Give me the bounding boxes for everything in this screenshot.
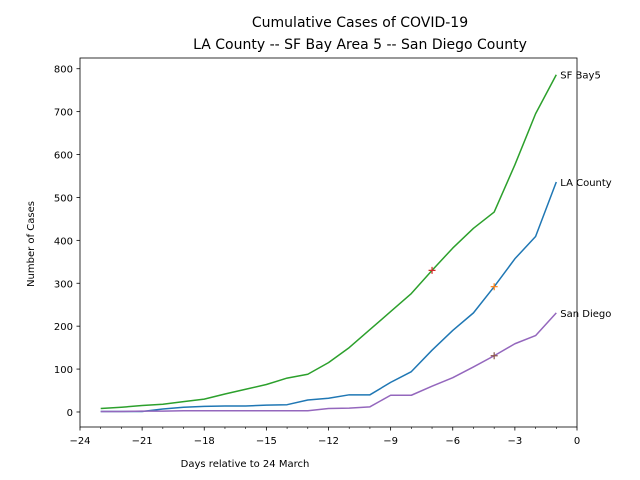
axes-frame bbox=[79, 57, 578, 428]
chart-subtitle: LA County -- SF Bay Area 5 -- San Diego … bbox=[193, 37, 527, 53]
x-axis-label: Days relative to 24 March bbox=[181, 459, 310, 470]
series-line-sf-bay5 bbox=[100, 74, 557, 410]
y-tick-label: 100 bbox=[54, 365, 73, 376]
series-marker-san-diego bbox=[490, 352, 498, 360]
series-label-la-county: LA County bbox=[560, 178, 612, 189]
y-tick-label: 0 bbox=[67, 408, 73, 419]
y-tick-label: 800 bbox=[54, 65, 73, 76]
series-line-la-county bbox=[100, 181, 557, 413]
x-tick-label: −15 bbox=[256, 436, 277, 447]
series-marker-sf-bay5 bbox=[428, 266, 436, 274]
plot-area: −24 −21 −18 −15 −12 −9 −6 −3 0 0 100 200 300 400 500 60… bbox=[54, 57, 612, 447]
x-tick-label: −3 bbox=[508, 436, 523, 447]
series-label-sf-bay5: SF Bay5 bbox=[560, 71, 601, 82]
series-label-san-diego: San Diego bbox=[560, 309, 611, 320]
x-tick-label: −21 bbox=[132, 436, 153, 447]
x-tick-label: −6 bbox=[445, 436, 460, 447]
series-marker-la-county bbox=[490, 283, 498, 291]
x-tick-label: −24 bbox=[69, 436, 90, 447]
x-tick-label: 0 bbox=[574, 436, 580, 447]
x-tick-label: −12 bbox=[318, 436, 339, 447]
y-tick-label: 700 bbox=[54, 108, 73, 119]
x-tick-label: −18 bbox=[194, 436, 215, 447]
y-tick-label: 200 bbox=[54, 322, 73, 333]
y-tick-label: 500 bbox=[54, 193, 73, 204]
y-tick-label: 600 bbox=[54, 151, 73, 162]
chart-title: Cumulative Cases of COVID-19 bbox=[252, 15, 468, 31]
series-line-san-diego bbox=[100, 312, 557, 413]
y-axis-label: Number of Cases bbox=[26, 201, 37, 287]
y-tick-label: 400 bbox=[54, 236, 73, 247]
y-tick-label: 300 bbox=[54, 279, 73, 290]
x-tick-label: −9 bbox=[383, 436, 398, 447]
